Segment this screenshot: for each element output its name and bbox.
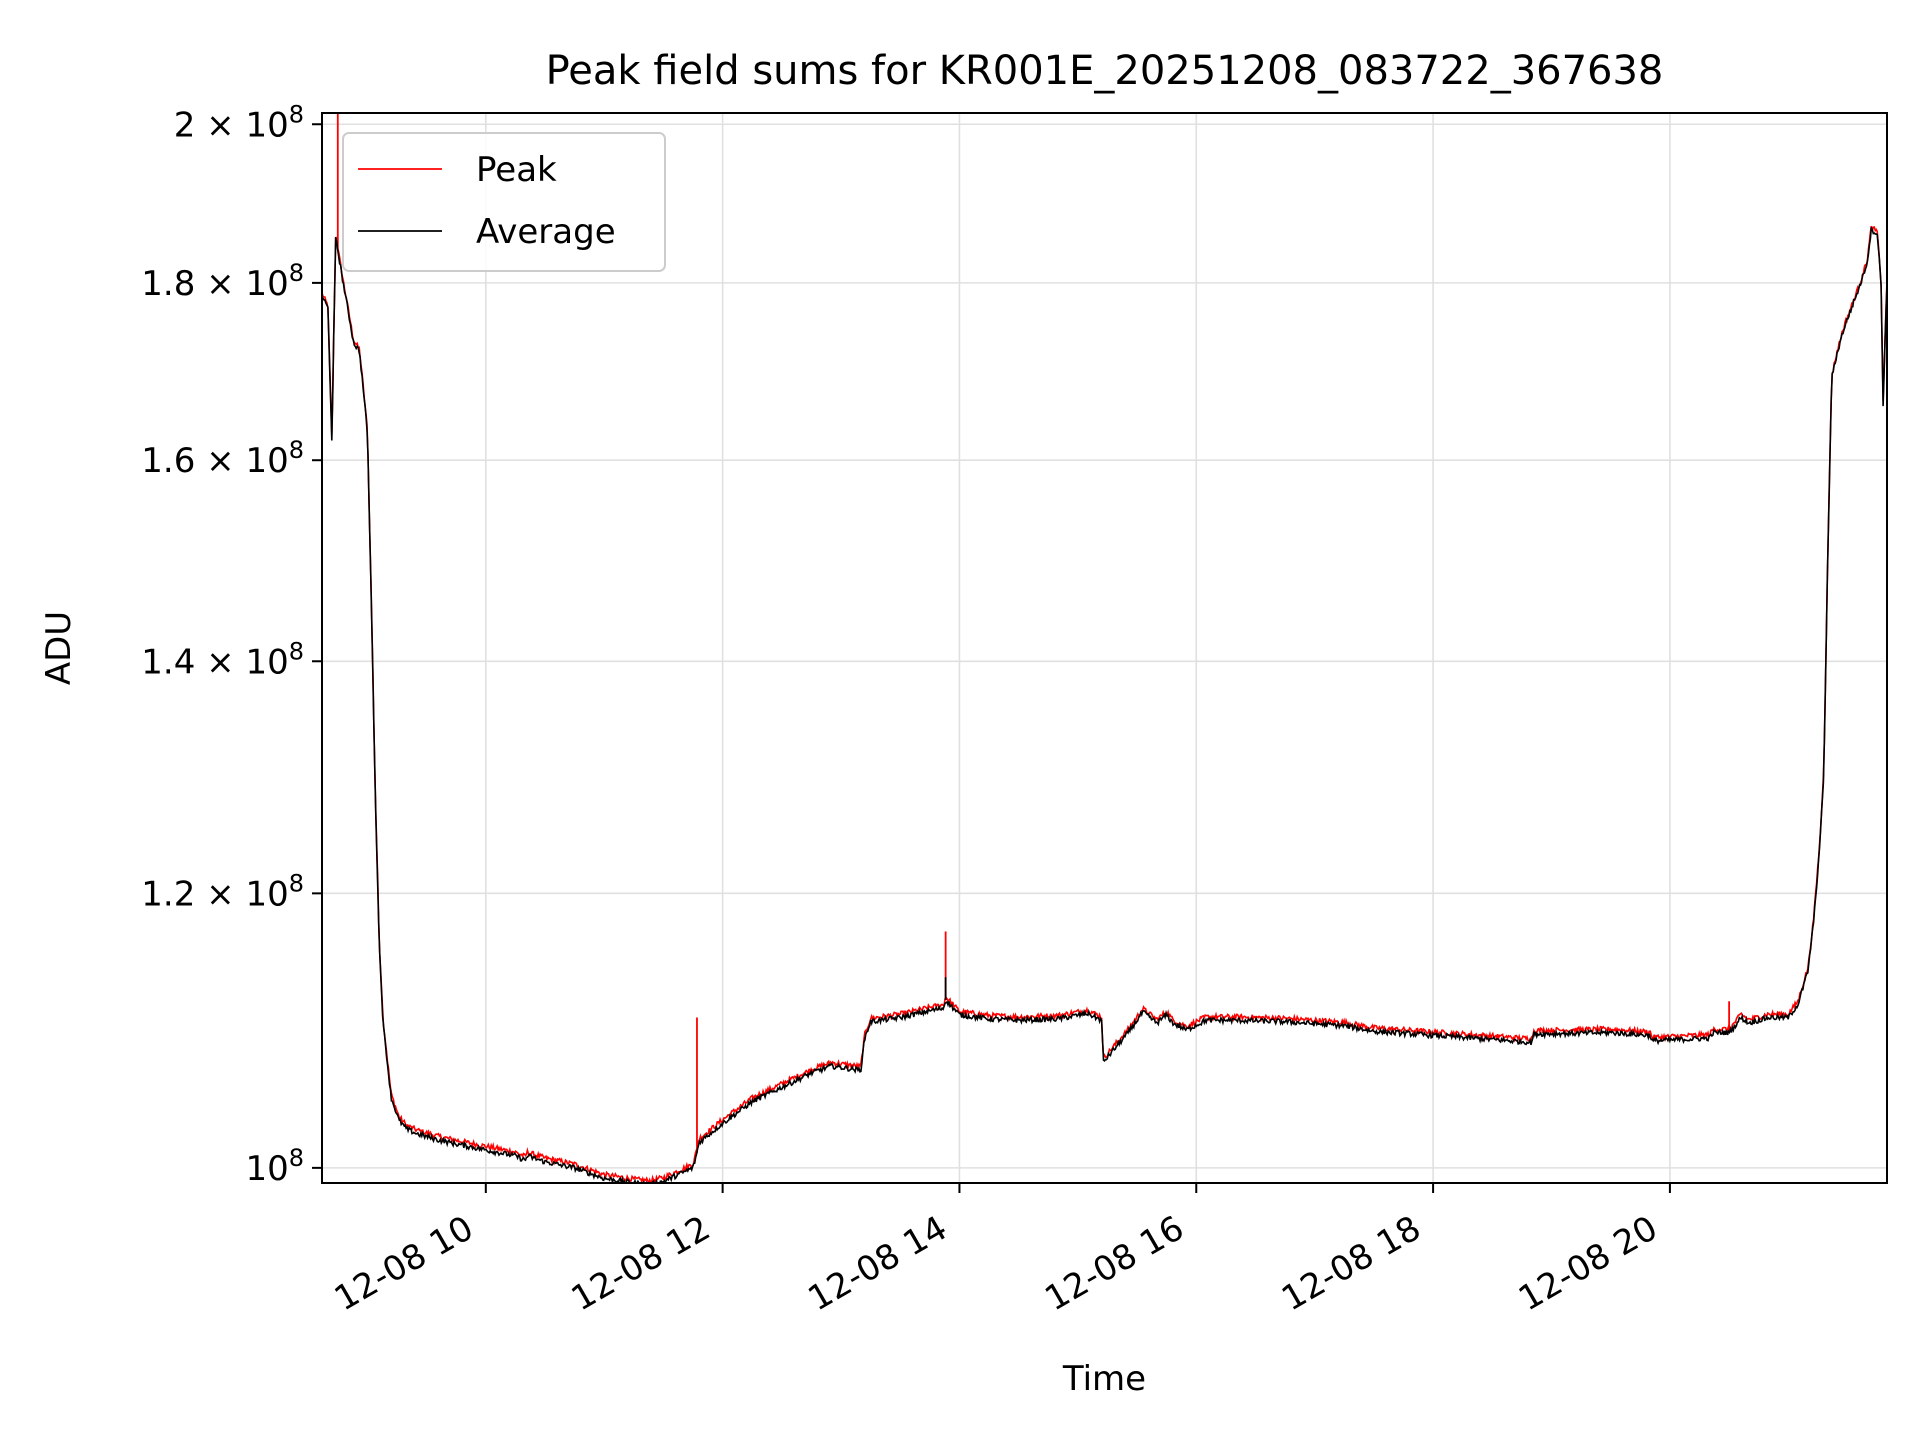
y-tick-label: 1.6 × 108: [141, 436, 304, 481]
y-tick-label: 1.8 × 108: [141, 259, 304, 304]
y-tick-exponent: 8: [289, 100, 304, 128]
y-tick-label: 1.4 × 108: [141, 637, 304, 682]
y-tick-base: 2 × 10: [174, 105, 289, 145]
legend-label: Peak: [476, 150, 557, 190]
axes-frame: [321, 112, 1888, 1184]
y-tick-base: 1.4 × 10: [141, 642, 288, 682]
y-tick-exponent: 8: [289, 1144, 304, 1172]
legend-label: Average: [476, 212, 616, 252]
legend: Peak Average: [342, 132, 666, 272]
chart-title: Peak field sums for KR001E_20251208_0837…: [546, 48, 1664, 94]
series-line-peak: [322, 225, 1887, 1183]
y-tick-label: 2 × 108: [174, 100, 304, 145]
y-tick-exponent: 8: [289, 869, 304, 897]
y-tick-base: 1.8 × 10: [141, 264, 288, 304]
y-tick-exponent: 8: [289, 436, 304, 464]
series-line-average: [322, 226, 1887, 1183]
grid: [322, 113, 1887, 1183]
y-tick-base: 1.6 × 10: [141, 441, 288, 481]
x-axis-label: Time: [1062, 1359, 1146, 1399]
plot-area: [322, 113, 1887, 1183]
y-tick-base: 10: [245, 1149, 288, 1189]
y-tick-label: 108: [245, 1144, 304, 1189]
legend-box: [342, 132, 666, 272]
y-axis-label: ADU: [39, 611, 79, 685]
y-tick-exponent: 8: [289, 259, 304, 287]
y-tick-label: 1.2 × 108: [141, 869, 304, 914]
y-tick-base: 1.2 × 10: [141, 874, 288, 914]
series-group: [322, 113, 1887, 1183]
y-tick-exponent: 8: [289, 637, 304, 665]
